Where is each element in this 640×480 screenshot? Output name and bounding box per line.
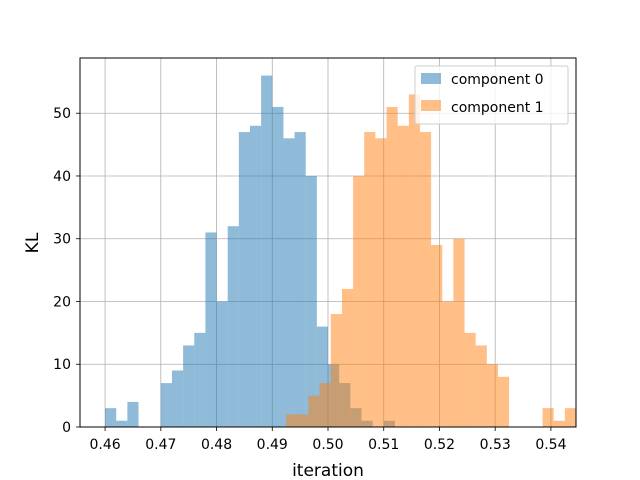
histogram-bar: [397, 125, 409, 427]
histogram-bar: [286, 414, 298, 427]
x-axis-label: iteration: [292, 461, 364, 480]
x-tick-label: 0.49: [257, 437, 288, 453]
x-tick-label: 0.50: [312, 437, 343, 453]
histogram-bar: [308, 395, 320, 427]
histogram-bar: [475, 345, 487, 427]
histogram-bar: [386, 106, 398, 428]
histogram-bar: [330, 314, 342, 427]
histogram-bar: [442, 301, 454, 427]
legend: component 0 component 1: [414, 65, 569, 125]
histogram-bar: [419, 132, 432, 427]
histogram-bar: [431, 245, 443, 427]
histogram-bar: [283, 138, 295, 427]
histogram-bar: [353, 175, 365, 427]
x-axis-ticks: 0.46 0.47 0.48 0.49 0.50 0.51 0.52 0.53 0.54: [89, 427, 567, 453]
histogram-bar: [497, 376, 510, 427]
x-tick-label: 0.47: [145, 437, 176, 453]
histogram-bar: [272, 106, 284, 428]
histogram-bar: [464, 332, 476, 427]
x-tick-label: 0.46: [89, 437, 120, 453]
legend-swatch-component-0: [421, 73, 441, 84]
y-tick-label: 20: [53, 294, 71, 310]
histogram-bar: [261, 75, 273, 428]
legend-swatch-component-1: [421, 100, 441, 111]
y-tick-label: 40: [53, 169, 71, 185]
histogram-bar: [553, 420, 565, 427]
histogram-bars: [105, 75, 576, 428]
histogram-bar: [105, 408, 117, 427]
histogram-bar: [453, 238, 465, 427]
x-tick-label: 0.54: [535, 437, 566, 453]
histogram-bar: [316, 326, 328, 427]
histogram-bar: [294, 132, 306, 427]
legend-box: [414, 65, 569, 125]
histogram-bar: [486, 364, 498, 427]
y-tick-label: 0: [62, 420, 71, 436]
histogram-bar: [249, 125, 262, 427]
histogram-bar: [238, 132, 250, 427]
histogram-bar: [341, 288, 354, 427]
histogram-bar: [205, 232, 217, 427]
x-tick-label: 0.52: [424, 437, 455, 453]
y-tick-label: 10: [53, 357, 71, 373]
series-component-1: [286, 94, 576, 428]
y-tick-label: 30: [53, 232, 71, 248]
histogram-bar: [364, 132, 376, 427]
histogram-bar: [375, 138, 387, 427]
x-tick-label: 0.48: [201, 437, 232, 453]
histogram-bar: [216, 301, 228, 427]
histogram-bar: [183, 345, 195, 427]
histogram-bar: [305, 175, 317, 427]
histogram-bar: [564, 408, 576, 427]
histogram-bar: [171, 370, 184, 427]
series-component-0: [105, 75, 395, 428]
histogram-bar: [408, 94, 420, 428]
x-tick-label: 0.53: [480, 437, 511, 453]
legend-label-component-1: component 1: [451, 100, 544, 116]
histogram-bar: [319, 383, 331, 427]
y-tick-label: 50: [53, 106, 71, 122]
x-tick-label: 0.51: [368, 437, 399, 453]
histogram-bar: [160, 383, 172, 427]
legend-label-component-0: component 0: [451, 72, 544, 88]
y-axis-ticks: 0 10 20 30 40 50: [53, 106, 80, 436]
histogram-bar: [297, 414, 309, 427]
histogram-bar: [116, 420, 128, 427]
histogram-bar: [542, 408, 554, 427]
histogram-bar: [194, 332, 206, 427]
histogram-bar: [227, 226, 239, 427]
histogram-bar: [127, 401, 139, 427]
y-axis-label: KL: [23, 232, 43, 253]
